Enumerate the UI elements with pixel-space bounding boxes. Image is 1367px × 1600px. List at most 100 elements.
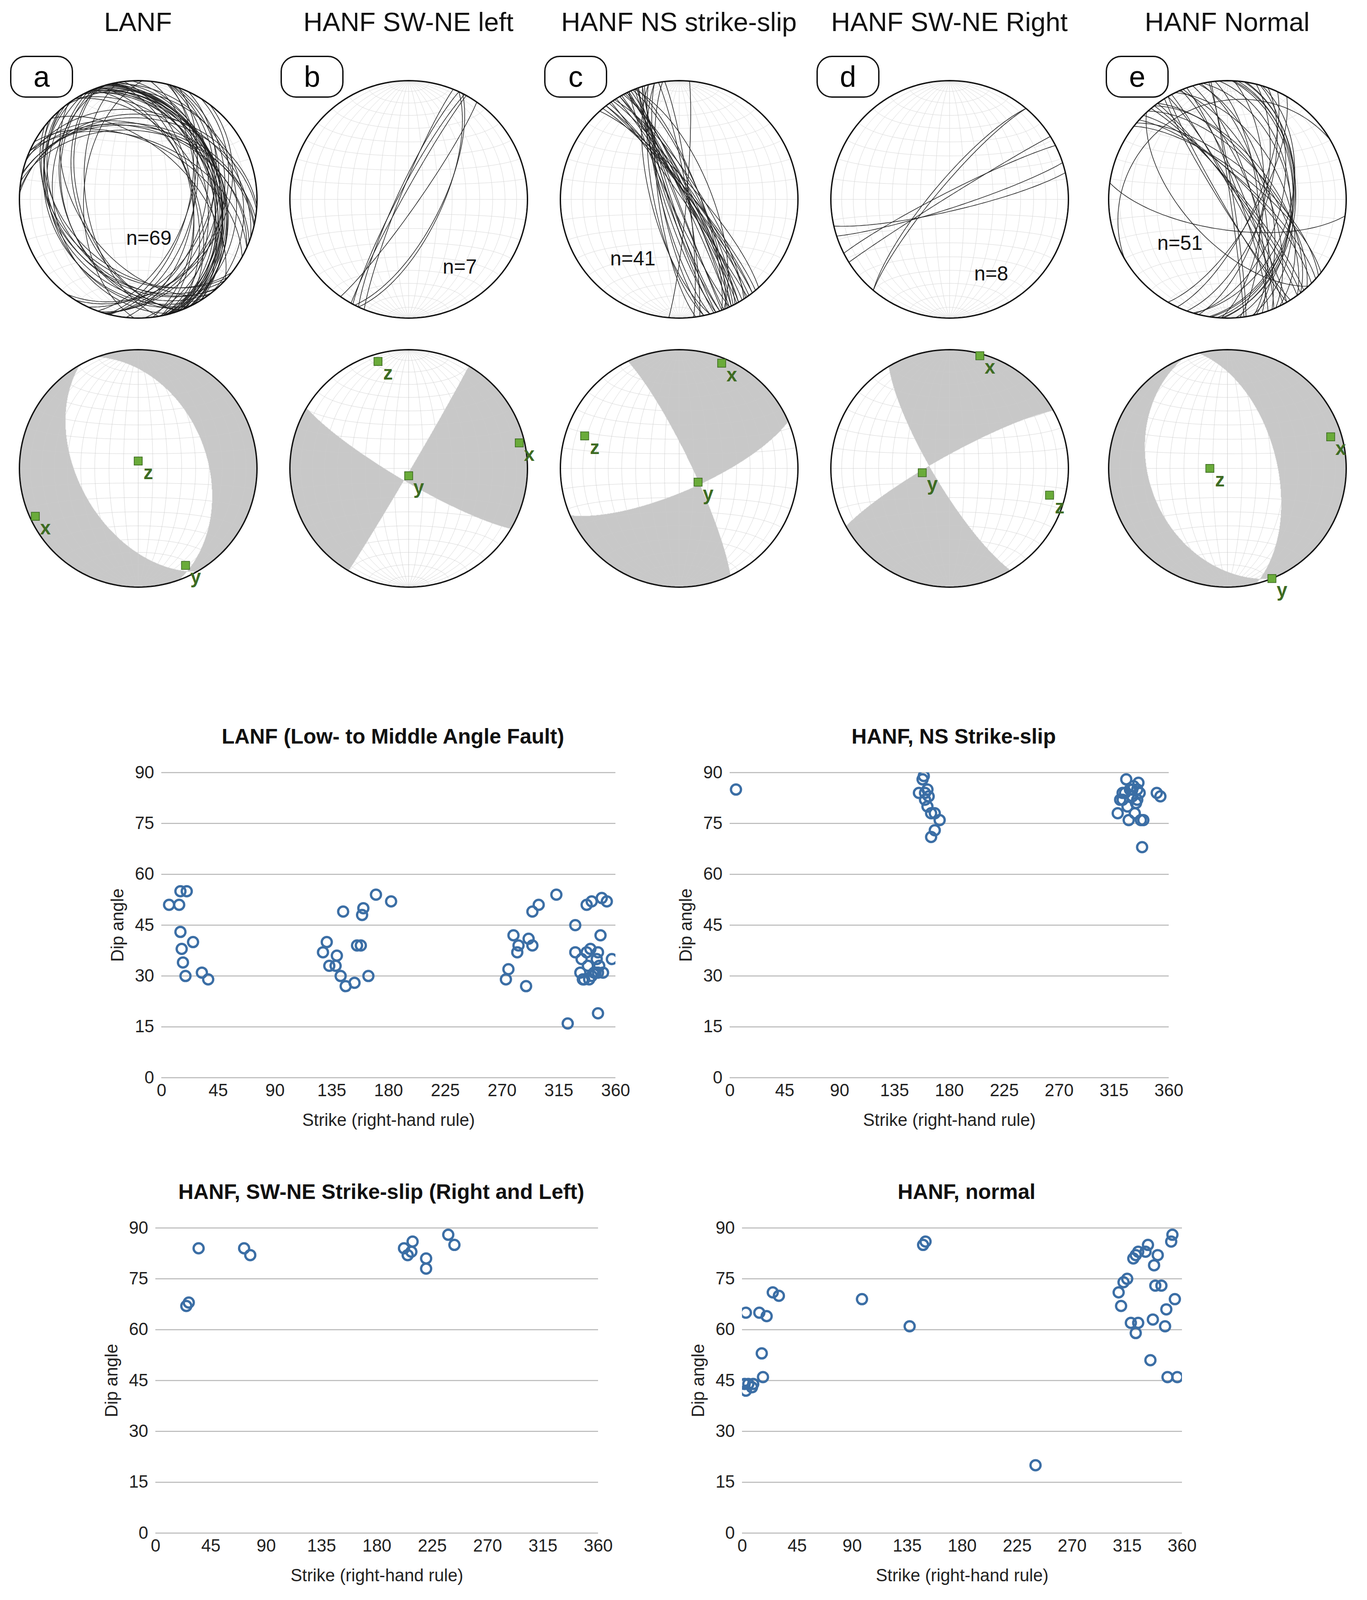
svg-text:90: 90: [703, 763, 723, 783]
svg-text:135: 135: [317, 1080, 347, 1101]
svg-text:0: 0: [725, 1523, 735, 1543]
svg-text:180: 180: [947, 1536, 977, 1556]
svg-text:45: 45: [787, 1536, 807, 1556]
svg-text:360: 360: [1154, 1080, 1184, 1101]
svg-text:45: 45: [703, 915, 723, 935]
svg-text:x: x: [984, 356, 996, 378]
svg-text:75: 75: [128, 1269, 149, 1289]
svg-text:75: 75: [715, 1269, 735, 1289]
svg-text:90: 90: [128, 1218, 149, 1238]
svg-text:90: 90: [256, 1536, 276, 1556]
svg-text:60: 60: [703, 864, 723, 884]
svg-text:315: 315: [1099, 1080, 1129, 1101]
svg-text:n=69: n=69: [126, 226, 172, 250]
svg-text:y: y: [190, 566, 202, 588]
svg-text:15: 15: [715, 1472, 735, 1492]
svg-text:90: 90: [715, 1218, 735, 1238]
svg-text:15: 15: [134, 1017, 154, 1037]
svg-text:z: z: [589, 436, 600, 459]
svg-text:60: 60: [134, 864, 154, 884]
svg-text:30: 30: [715, 1421, 735, 1442]
svg-text:45: 45: [774, 1080, 795, 1101]
html-text:HANF SW-NE left: HANF SW-NE left: [303, 6, 514, 37]
svg-text:0: 0: [144, 1068, 154, 1088]
svg-text:135: 135: [307, 1536, 336, 1556]
svg-text:360: 360: [1167, 1536, 1197, 1556]
svg-text:x: x: [1335, 437, 1347, 460]
svg-text:z: z: [1054, 496, 1065, 518]
svg-text:225: 225: [1002, 1536, 1032, 1556]
svg-text:180: 180: [374, 1080, 403, 1101]
svg-text:30: 30: [128, 1421, 149, 1442]
svg-text:y: y: [702, 482, 714, 505]
svg-text:Strike (right-hand rule): Strike (right-hand rule): [302, 1110, 475, 1130]
svg-text:z: z: [383, 362, 393, 384]
svg-text:n=8: n=8: [974, 262, 1009, 285]
svg-text:360: 360: [583, 1536, 613, 1556]
svg-text:x: x: [524, 443, 536, 466]
svg-text:0: 0: [712, 1068, 723, 1088]
svg-text:135: 135: [879, 1080, 909, 1101]
svg-text:x: x: [40, 517, 52, 539]
svg-text:n=41: n=41: [610, 247, 656, 270]
svg-text:15: 15: [703, 1017, 723, 1037]
svg-text:Dip angle: Dip angle: [676, 888, 696, 963]
svg-text:0: 0: [737, 1536, 748, 1556]
svg-text:Strike (right-hand rule): Strike (right-hand rule): [290, 1566, 464, 1586]
html-text:HANF NS strike-slip: HANF NS strike-slip: [561, 6, 797, 37]
svg-text:180: 180: [362, 1536, 392, 1556]
svg-text:90: 90: [265, 1080, 285, 1101]
svg-text:45: 45: [128, 1371, 149, 1391]
svg-text:y: y: [927, 473, 938, 495]
svg-text:Strike (right-hand rule): Strike (right-hand rule): [875, 1566, 1049, 1586]
svg-text:0: 0: [725, 1080, 735, 1101]
svg-text:75: 75: [703, 813, 723, 833]
svg-text:225: 225: [989, 1080, 1019, 1101]
svg-text:270: 270: [473, 1536, 503, 1556]
svg-text:n=7: n=7: [442, 255, 477, 278]
svg-text:60: 60: [715, 1319, 735, 1340]
svg-text:y: y: [413, 476, 425, 499]
svg-text:0: 0: [156, 1080, 167, 1101]
svg-text:270: 270: [1044, 1080, 1074, 1101]
svg-text:90: 90: [830, 1080, 850, 1101]
svg-text:45: 45: [201, 1536, 221, 1556]
svg-text:225: 225: [430, 1080, 460, 1101]
svg-text:z: z: [143, 461, 154, 484]
svg-text:x: x: [726, 364, 738, 386]
svg-text:60: 60: [128, 1319, 149, 1340]
svg-text:270: 270: [1057, 1536, 1087, 1556]
svg-text:0: 0: [150, 1536, 161, 1556]
svg-text:45: 45: [208, 1080, 228, 1101]
svg-text:360: 360: [601, 1080, 631, 1101]
svg-text:Dip angle: Dip angle: [688, 1344, 708, 1418]
svg-text:0: 0: [138, 1523, 149, 1543]
svg-text:225: 225: [417, 1536, 447, 1556]
svg-text:30: 30: [134, 966, 154, 986]
svg-text:Dip angle: Dip angle: [101, 1344, 122, 1418]
svg-text:45: 45: [715, 1371, 735, 1391]
svg-text:z: z: [1215, 469, 1225, 491]
svg-text:135: 135: [892, 1536, 922, 1556]
svg-text:30: 30: [703, 966, 723, 986]
html-text:HANF Normal: HANF Normal: [1144, 6, 1310, 37]
svg-text:n=51: n=51: [1157, 231, 1203, 255]
svg-text:315: 315: [544, 1080, 574, 1101]
html-text:HANF, NS Strike-slip: HANF, NS Strike-slip: [851, 724, 1056, 749]
svg-text:90: 90: [134, 763, 154, 783]
svg-text:45: 45: [134, 915, 154, 935]
html-text:HANF, SW-NE Strike-slip (Right: HANF, SW-NE Strike-slip (Right and Left): [178, 1180, 585, 1204]
html-text:HANF SW-NE Right: HANF SW-NE Right: [831, 6, 1068, 37]
html-text:LANF (Low- to Middle Angle Fau: LANF (Low- to Middle Angle Fault): [221, 724, 565, 749]
svg-text:315: 315: [1112, 1536, 1142, 1556]
svg-text:315: 315: [528, 1536, 558, 1556]
svg-text:y: y: [1276, 579, 1288, 601]
svg-text:180: 180: [934, 1080, 964, 1101]
svg-text:Dip angle: Dip angle: [107, 888, 128, 963]
svg-text:90: 90: [842, 1536, 862, 1556]
svg-text:15: 15: [128, 1472, 149, 1492]
svg-text:270: 270: [487, 1080, 517, 1101]
html-text:LANF: LANF: [104, 6, 172, 37]
svg-text:Strike (right-hand rule): Strike (right-hand rule): [863, 1110, 1036, 1130]
svg-text:75: 75: [134, 813, 154, 833]
